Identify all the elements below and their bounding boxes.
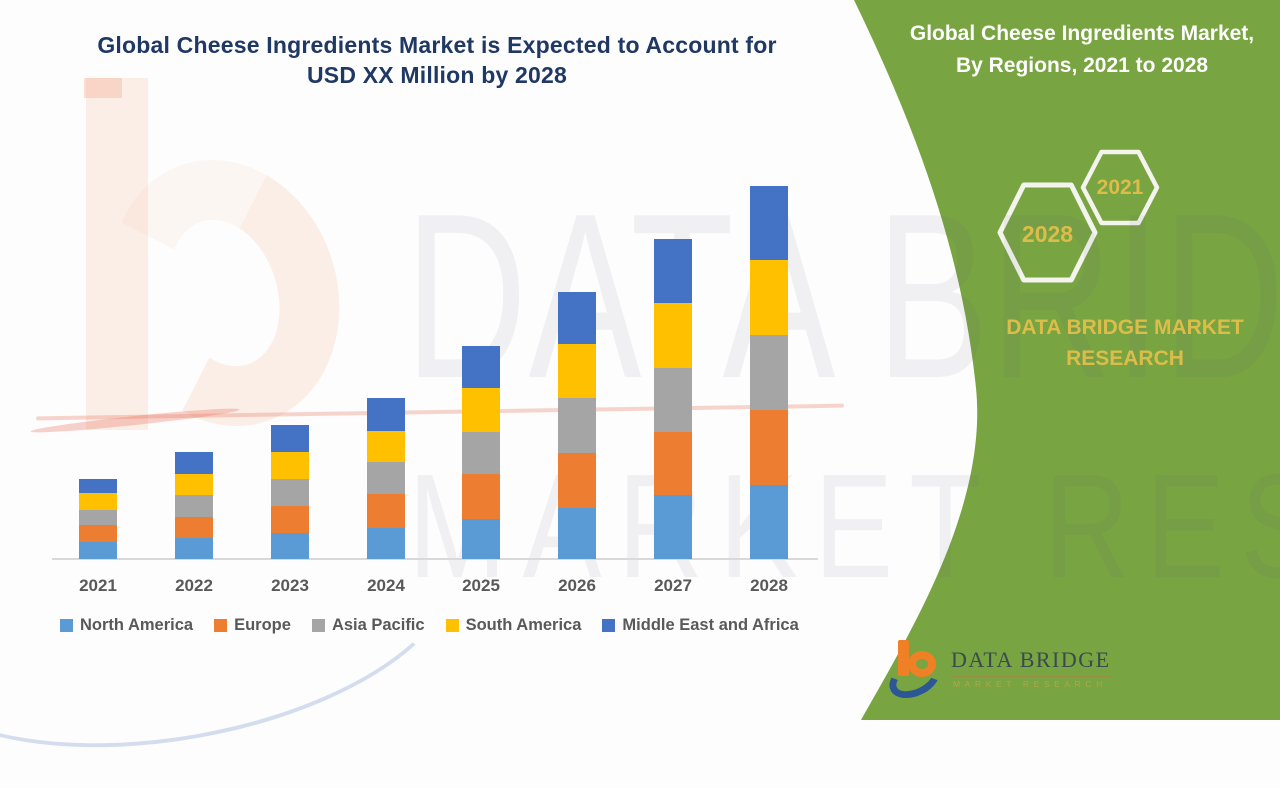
bar-segment-2024-middle-east-and-africa — [367, 397, 405, 431]
x-axis-line — [52, 558, 818, 560]
bar-segment-2021-north-america — [79, 541, 117, 559]
legend-swatch-icon — [60, 619, 73, 632]
bar-segment-2028-europe — [750, 409, 788, 485]
brand-text-line2: RESEARCH — [1066, 347, 1184, 370]
legend-item-north-america: North America — [60, 616, 193, 635]
x-axis-label-2023: 2023 — [271, 576, 309, 595]
bar-segment-2021-asia-pacific — [79, 509, 117, 525]
bar-segment-2027-europe — [654, 431, 692, 495]
bar-segment-2021-south-america — [79, 492, 117, 510]
stacked-bar-2022 — [175, 451, 213, 559]
bar-segment-2024-asia-pacific — [367, 461, 405, 494]
bar-segment-2023-north-america — [271, 532, 309, 559]
bar-segment-2025-middle-east-and-africa — [462, 345, 500, 388]
x-axis-label-2022: 2022 — [175, 576, 213, 595]
bar-segment-2023-south-america — [271, 451, 309, 479]
data-bridge-logo-icon — [883, 638, 946, 706]
bar-segment-2027-asia-pacific — [654, 367, 692, 432]
legend-swatch-icon — [214, 619, 228, 632]
bar-segment-2023-middle-east-and-africa — [271, 424, 309, 452]
stacked-bar-2023 — [271, 424, 309, 559]
bar-segment-2028-asia-pacific — [750, 334, 788, 410]
x-axis-label-2021: 2021 — [79, 576, 117, 595]
bar-segment-2022-south-america — [175, 473, 213, 495]
x-axis-label-2026: 2026 — [558, 576, 596, 595]
bar-segment-2022-asia-pacific — [175, 494, 213, 517]
bar-segment-2024-north-america — [367, 527, 405, 559]
legend-label: South America — [465, 616, 582, 634]
bar-segment-2027-north-america — [654, 494, 692, 559]
bar-segment-2026-europe — [558, 452, 596, 508]
bar-segment-2022-europe — [175, 516, 213, 538]
bar-segment-2022-middle-east-and-africa — [175, 451, 213, 474]
legend-item-south-america: South America — [445, 616, 582, 635]
brand-text: DATA BRIDGE MARKET RESEARCH — [975, 312, 1275, 374]
data-bridge-logo: DATA BRIDGE MARKET RESEARCH — [883, 638, 1218, 706]
bar-segment-2021-europe — [79, 524, 117, 542]
legend-label: North America — [80, 616, 194, 634]
stacked-bar-2028 — [750, 185, 788, 559]
bar-segment-2023-europe — [271, 505, 309, 533]
bar-segment-2028-middle-east-and-africa — [750, 185, 788, 260]
bar-segment-2027-south-america — [654, 302, 692, 368]
legend-item-asia-pacific: Asia Pacific — [311, 616, 425, 635]
panel-title-line1: Global Cheese Ingredients Market, — [909, 22, 1255, 45]
legend-label: Asia Pacific — [331, 616, 425, 634]
bar-segment-2024-europe — [367, 493, 405, 528]
stacked-bar-2021 — [79, 478, 117, 559]
bar-segment-2028-south-america — [750, 259, 788, 335]
logo-orange-b-bowl-icon — [908, 651, 936, 677]
plot-area: 2021 2022 2023 2024 2025 2026 2027 2028 — [52, 185, 818, 595]
logo-tagline: MARKET RESEARCH — [953, 679, 1107, 689]
bar-segment-2025-asia-pacific — [462, 431, 500, 474]
legend: North America Europe Asia Pacific South Ame… — [60, 616, 799, 635]
brand-text-line1: DATA BRIDGE MARKET — [1006, 316, 1244, 339]
legend-label: Middle East and Africa — [622, 616, 799, 634]
stacked-bar-2026 — [558, 291, 596, 559]
hexagon-year-2021: 2021 — [1096, 176, 1144, 199]
legend-item-europe: Europe — [214, 616, 291, 635]
panel-title-line2: By Regions, 2021 to 2028 — [955, 54, 1209, 77]
bar-segment-2026-asia-pacific — [558, 397, 596, 453]
legend-swatch-icon — [445, 619, 459, 632]
logo-wordmark: DATA BRIDGE — [951, 647, 1111, 677]
bar-segment-2025-europe — [462, 473, 500, 519]
bar-segment-2021-middle-east-and-africa — [79, 478, 117, 493]
bar-segment-2028-north-america — [750, 484, 788, 559]
x-axis-label-2025: 2025 — [462, 576, 500, 595]
bar-segment-2026-middle-east-and-africa — [558, 291, 596, 344]
bar-segment-2026-south-america — [558, 343, 596, 398]
bar-segment-2023-asia-pacific — [271, 478, 309, 506]
legend-label: Europe — [234, 616, 291, 634]
x-axis-label-2027: 2027 — [654, 576, 692, 595]
legend-item-middle-east-and-africa: Middle East and Africa — [602, 616, 799, 635]
bar-segment-2025-south-america — [462, 387, 500, 432]
bar-segment-2022-north-america — [175, 537, 213, 559]
x-axis-label-2028: 2028 — [750, 576, 788, 595]
faded-logo-bar-top — [84, 78, 122, 98]
stacked-bar-2024 — [367, 397, 405, 559]
bar-segment-2024-south-america — [367, 430, 405, 462]
x-axis-label-2024: 2024 — [367, 576, 405, 595]
panel-title: Global Cheese Ingredients Market, By Reg… — [884, 18, 1280, 82]
legend-swatch-icon — [311, 619, 325, 632]
bar-segment-2026-north-america — [558, 507, 596, 559]
bar-segment-2027-middle-east-and-africa — [654, 238, 692, 303]
hexagon-year-2028: 2028 — [1021, 221, 1074, 247]
chart-title-line1: Global Cheese Ingredients Market is Expe… — [97, 32, 777, 58]
bar-segment-2025-north-america — [462, 518, 500, 559]
chart-title-line2: USD XX Million by 2028 — [306, 62, 568, 88]
stacked-bar-2027 — [654, 238, 692, 559]
chart-title: Global Cheese Ingredients Market is Expe… — [0, 30, 874, 90]
faded-logo-bar — [86, 78, 148, 430]
legend-swatch-icon — [602, 619, 616, 632]
logo-orange-b-icon — [898, 640, 909, 676]
stacked-bar-2025 — [462, 345, 500, 559]
